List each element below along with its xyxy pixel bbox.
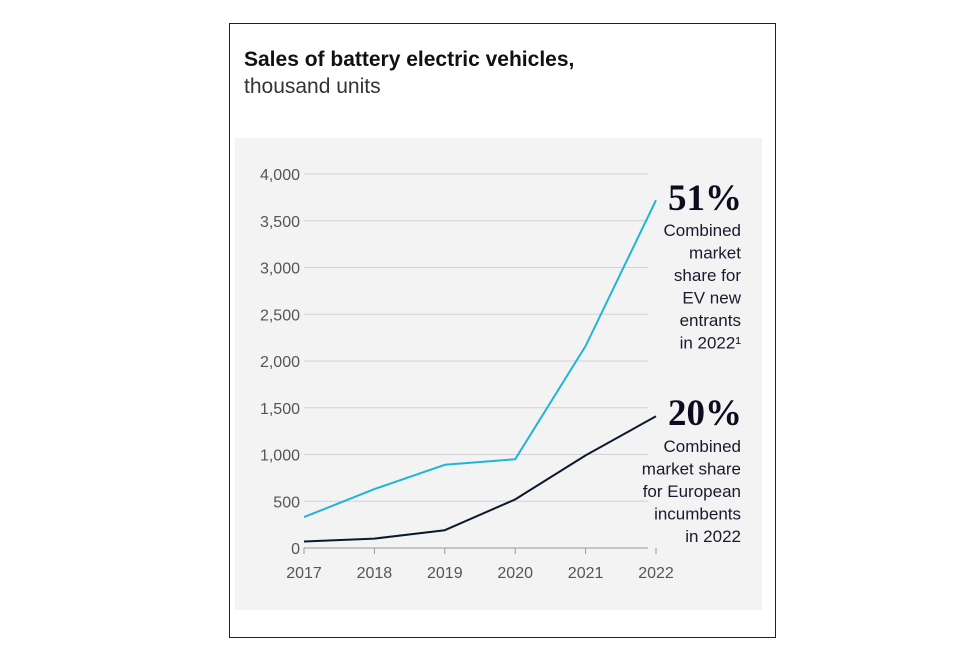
annotation-label: for European [643, 482, 741, 501]
x-tick-label: 2018 [357, 565, 393, 582]
chart-title-unit: thousand units [244, 75, 381, 98]
x-tick-label: 2021 [568, 565, 604, 582]
annotation-label: Combined [664, 221, 742, 240]
y-tick-label: 1,000 [260, 448, 300, 465]
annotation-label: in 2022 [685, 527, 741, 546]
axis-ticks: 0 500 1,000 1,500 2,000 2,500 3,000 3,500 4,000 2… [260, 167, 674, 582]
gridlines [304, 173, 648, 549]
x-tick-label: 2017 [286, 565, 322, 582]
y-tick-label: 2,500 [260, 307, 300, 324]
annotation-label: in 2022¹ [680, 334, 742, 353]
y-tick-label: 2,000 [260, 354, 300, 371]
y-tick-label: 1,500 [260, 401, 300, 418]
chart-card: Sales of battery electric vehicles, thou… [229, 23, 776, 638]
annotation-label: market [689, 244, 741, 263]
annotation-percentage: 51% [668, 178, 742, 219]
x-tick-label: 2020 [497, 565, 533, 582]
x-tick-label: 2022 [638, 565, 674, 582]
series-line [303, 415, 657, 543]
annotation-label: Combined [664, 437, 742, 456]
annotation-label: share for [674, 266, 741, 285]
annotation-percentage: 20% [668, 393, 742, 434]
annotations: 51% Combined market share for EV new entrants… [642, 178, 742, 546]
annotation-label: market share [642, 460, 741, 479]
y-tick-label: 4,000 [260, 167, 300, 184]
plot-background [235, 138, 762, 610]
annotation-label: entrants [680, 311, 741, 330]
y-tick-label: 3,500 [260, 214, 300, 231]
y-tick-label: 3,000 [260, 261, 300, 278]
y-tick-label: 500 [273, 494, 300, 511]
chart-title: Sales of battery electric vehicles, thou… [244, 46, 604, 100]
series-line [303, 199, 657, 519]
series-lines [303, 199, 657, 543]
x-tick-label: 2019 [427, 565, 463, 582]
annotation-label: incumbents [654, 505, 741, 524]
annotation-label: EV new [682, 289, 741, 308]
y-tick-label: 0 [291, 541, 300, 558]
chart-title-bold: Sales of battery electric vehicles, [244, 48, 575, 71]
